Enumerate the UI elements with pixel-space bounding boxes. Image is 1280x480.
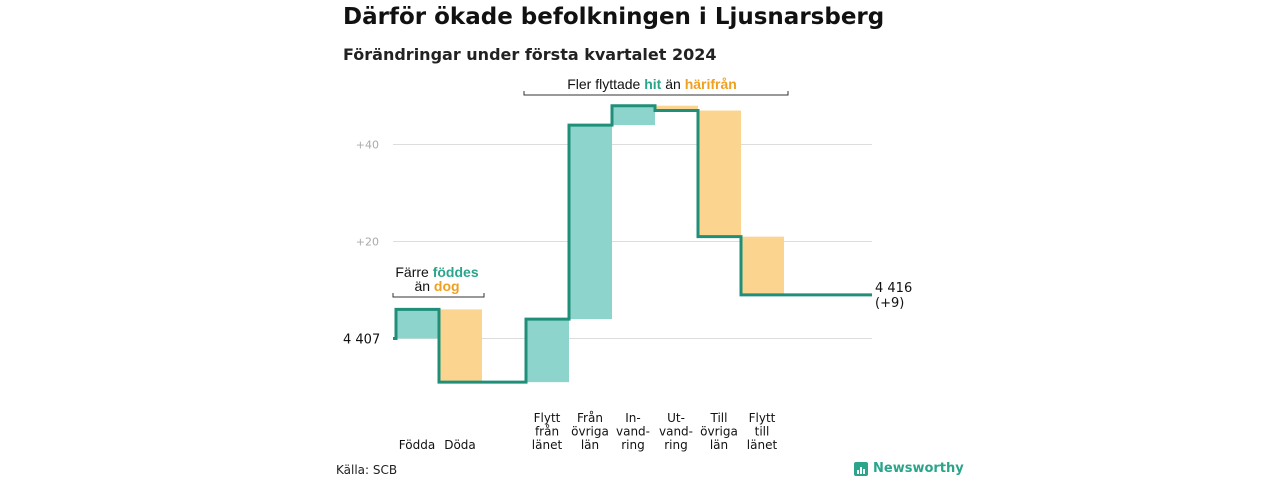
annotation-text-part: än (414, 278, 433, 294)
x-axis-label: Från (577, 411, 603, 425)
bar-fodda (396, 309, 439, 339)
annotation-migration-line: Fler flyttade hit än härifrån (567, 76, 737, 92)
x-axis-label: från (535, 425, 559, 439)
x-axis-label: In- (625, 411, 640, 425)
x-axis-label: länet (747, 438, 778, 452)
x-axis-label: Flytt (749, 411, 776, 425)
bar-utvandring (655, 105, 698, 111)
bar-invandring (612, 105, 655, 126)
annotation-text-part: än (661, 76, 684, 92)
bar-till_ovriga_lan (698, 110, 741, 237)
brand-name: Newsworthy (873, 461, 964, 476)
y-tick-label: +20 (356, 236, 379, 249)
x-axis-label: ring (621, 438, 645, 452)
annotation-migration-bracket (523, 91, 789, 96)
annotation-text-part: dog (434, 278, 460, 294)
x-axis-label: län (581, 438, 599, 452)
x-axis-label: vand- (616, 425, 650, 439)
x-axis-label: Döda (444, 438, 476, 452)
running-total-line (393, 104, 872, 384)
annotation-births-line: Färre föddes (395, 264, 478, 280)
bar-chart-icon (854, 461, 868, 476)
bar-doda (439, 309, 482, 383)
x-axis-label: Till (710, 411, 728, 425)
annotation-births-bracket (392, 293, 485, 298)
x-axis-label: ring (664, 438, 688, 452)
bar-flytt_till_lanet (741, 236, 784, 295)
x-axis-label: län (710, 438, 728, 452)
annotation-text-part: Färre (395, 264, 432, 280)
x-axis-label: vand- (659, 425, 693, 439)
bar-flytt_fran_lanet (526, 319, 569, 383)
chart-subtitle: Förändringar under första kvartalet 2024 (343, 45, 717, 64)
x-axis-label: Ut- (667, 411, 685, 425)
y-tick-label: +40 (356, 139, 379, 152)
x-axis-label: Flytt (534, 411, 561, 425)
source-note: Källa: SCB (336, 463, 398, 477)
x-axis-label: länet (532, 438, 563, 452)
end-change-label: (+9) (875, 296, 904, 311)
annotation-text-part: föddes (433, 264, 479, 280)
x-axis-label: till (755, 425, 770, 439)
chart-title: Därför ökade befolkningen i Ljusnarsberg (343, 4, 885, 30)
start-value-label: 4 407 (343, 333, 380, 348)
bar-fran_ovriga_lan (569, 125, 612, 320)
annotation-text-part: Fler flyttade (567, 76, 644, 92)
x-axis-label: övriga (700, 425, 738, 439)
annotation-text-part: hit (644, 76, 661, 92)
annotation-births-line: än dog (414, 278, 459, 294)
x-axis-label: Födda (399, 438, 435, 452)
annotation-text-part: härifrån (685, 76, 737, 92)
brand-logo: Newsworthy (854, 461, 964, 476)
end-value-label: 4 416 (875, 281, 912, 296)
x-axis-label: övriga (571, 425, 609, 439)
